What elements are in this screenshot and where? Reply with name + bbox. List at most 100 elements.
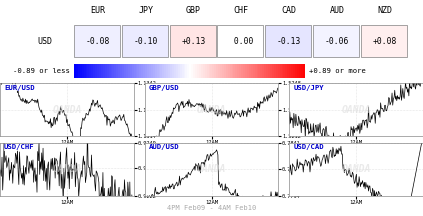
Bar: [193, 64, 195, 78]
Bar: [116, 64, 118, 78]
Bar: [189, 64, 192, 78]
Bar: [89, 64, 92, 78]
Text: AUD/USD: AUD/USD: [148, 144, 179, 150]
Bar: [228, 64, 230, 78]
Bar: [74, 64, 77, 78]
Bar: [210, 64, 213, 78]
Bar: [110, 64, 113, 78]
Bar: [139, 64, 142, 78]
Bar: [157, 64, 159, 78]
Bar: [222, 64, 224, 78]
Bar: [264, 64, 266, 78]
Bar: [122, 25, 168, 57]
Bar: [206, 64, 209, 78]
Bar: [249, 64, 251, 78]
Bar: [274, 64, 276, 78]
Bar: [151, 64, 153, 78]
Text: GBP: GBP: [186, 6, 201, 15]
Bar: [233, 64, 236, 78]
Text: OANDA: OANDA: [197, 164, 226, 174]
Bar: [209, 64, 211, 78]
Bar: [91, 64, 93, 78]
Bar: [231, 64, 234, 78]
Bar: [243, 64, 245, 78]
Bar: [147, 64, 149, 78]
Bar: [313, 25, 359, 57]
Text: USD: USD: [37, 37, 52, 46]
Bar: [272, 64, 274, 78]
Bar: [247, 64, 249, 78]
Bar: [220, 64, 222, 78]
Bar: [224, 64, 226, 78]
Text: EUR: EUR: [91, 6, 105, 15]
Bar: [237, 64, 240, 78]
Bar: [180, 64, 182, 78]
Bar: [113, 64, 115, 78]
Bar: [130, 64, 132, 78]
Text: USD/CHF: USD/CHF: [4, 144, 35, 150]
Bar: [134, 64, 136, 78]
Bar: [141, 64, 143, 78]
Bar: [85, 64, 88, 78]
Bar: [170, 25, 215, 57]
Bar: [299, 64, 301, 78]
Text: AUD: AUD: [330, 6, 344, 15]
Bar: [84, 64, 86, 78]
Bar: [241, 64, 244, 78]
Bar: [78, 64, 80, 78]
Bar: [277, 64, 280, 78]
Text: JPY: JPY: [138, 6, 153, 15]
Text: GBP/USD: GBP/USD: [148, 84, 179, 91]
Bar: [201, 64, 203, 78]
Bar: [164, 64, 167, 78]
Bar: [286, 64, 288, 78]
Bar: [80, 64, 82, 78]
Bar: [160, 64, 163, 78]
Text: OANDA: OANDA: [52, 105, 82, 114]
Bar: [93, 64, 96, 78]
Text: OANDA: OANDA: [341, 105, 371, 114]
Bar: [289, 64, 291, 78]
Bar: [120, 64, 123, 78]
Text: 4PM Feb09 - 4AM Feb10: 4PM Feb09 - 4AM Feb10: [167, 205, 256, 211]
Bar: [149, 64, 151, 78]
Bar: [197, 64, 199, 78]
Bar: [302, 64, 305, 78]
Bar: [143, 64, 146, 78]
Bar: [122, 64, 124, 78]
Bar: [187, 64, 190, 78]
Bar: [251, 64, 253, 78]
Bar: [195, 64, 198, 78]
Text: OANDA: OANDA: [52, 164, 82, 174]
Bar: [270, 64, 272, 78]
Bar: [283, 64, 286, 78]
Bar: [74, 25, 120, 57]
Bar: [235, 64, 238, 78]
Bar: [145, 64, 148, 78]
Bar: [268, 64, 270, 78]
Bar: [88, 64, 90, 78]
Bar: [103, 64, 105, 78]
Text: -0.89 or less: -0.89 or less: [13, 68, 70, 74]
Bar: [258, 64, 261, 78]
Bar: [184, 64, 186, 78]
Bar: [82, 64, 84, 78]
Text: CAD: CAD: [282, 6, 297, 15]
Bar: [291, 64, 294, 78]
Bar: [218, 64, 220, 78]
Bar: [185, 64, 188, 78]
Bar: [276, 64, 278, 78]
Bar: [256, 64, 259, 78]
Bar: [214, 64, 217, 78]
Bar: [253, 64, 255, 78]
Bar: [159, 64, 161, 78]
Bar: [361, 25, 407, 57]
Bar: [239, 64, 242, 78]
Text: NZD: NZD: [377, 6, 392, 15]
Bar: [178, 64, 180, 78]
Bar: [181, 64, 184, 78]
Text: 0.00: 0.00: [229, 37, 253, 46]
Text: USD/CAD: USD/CAD: [293, 144, 324, 150]
Bar: [261, 64, 263, 78]
Bar: [216, 64, 219, 78]
